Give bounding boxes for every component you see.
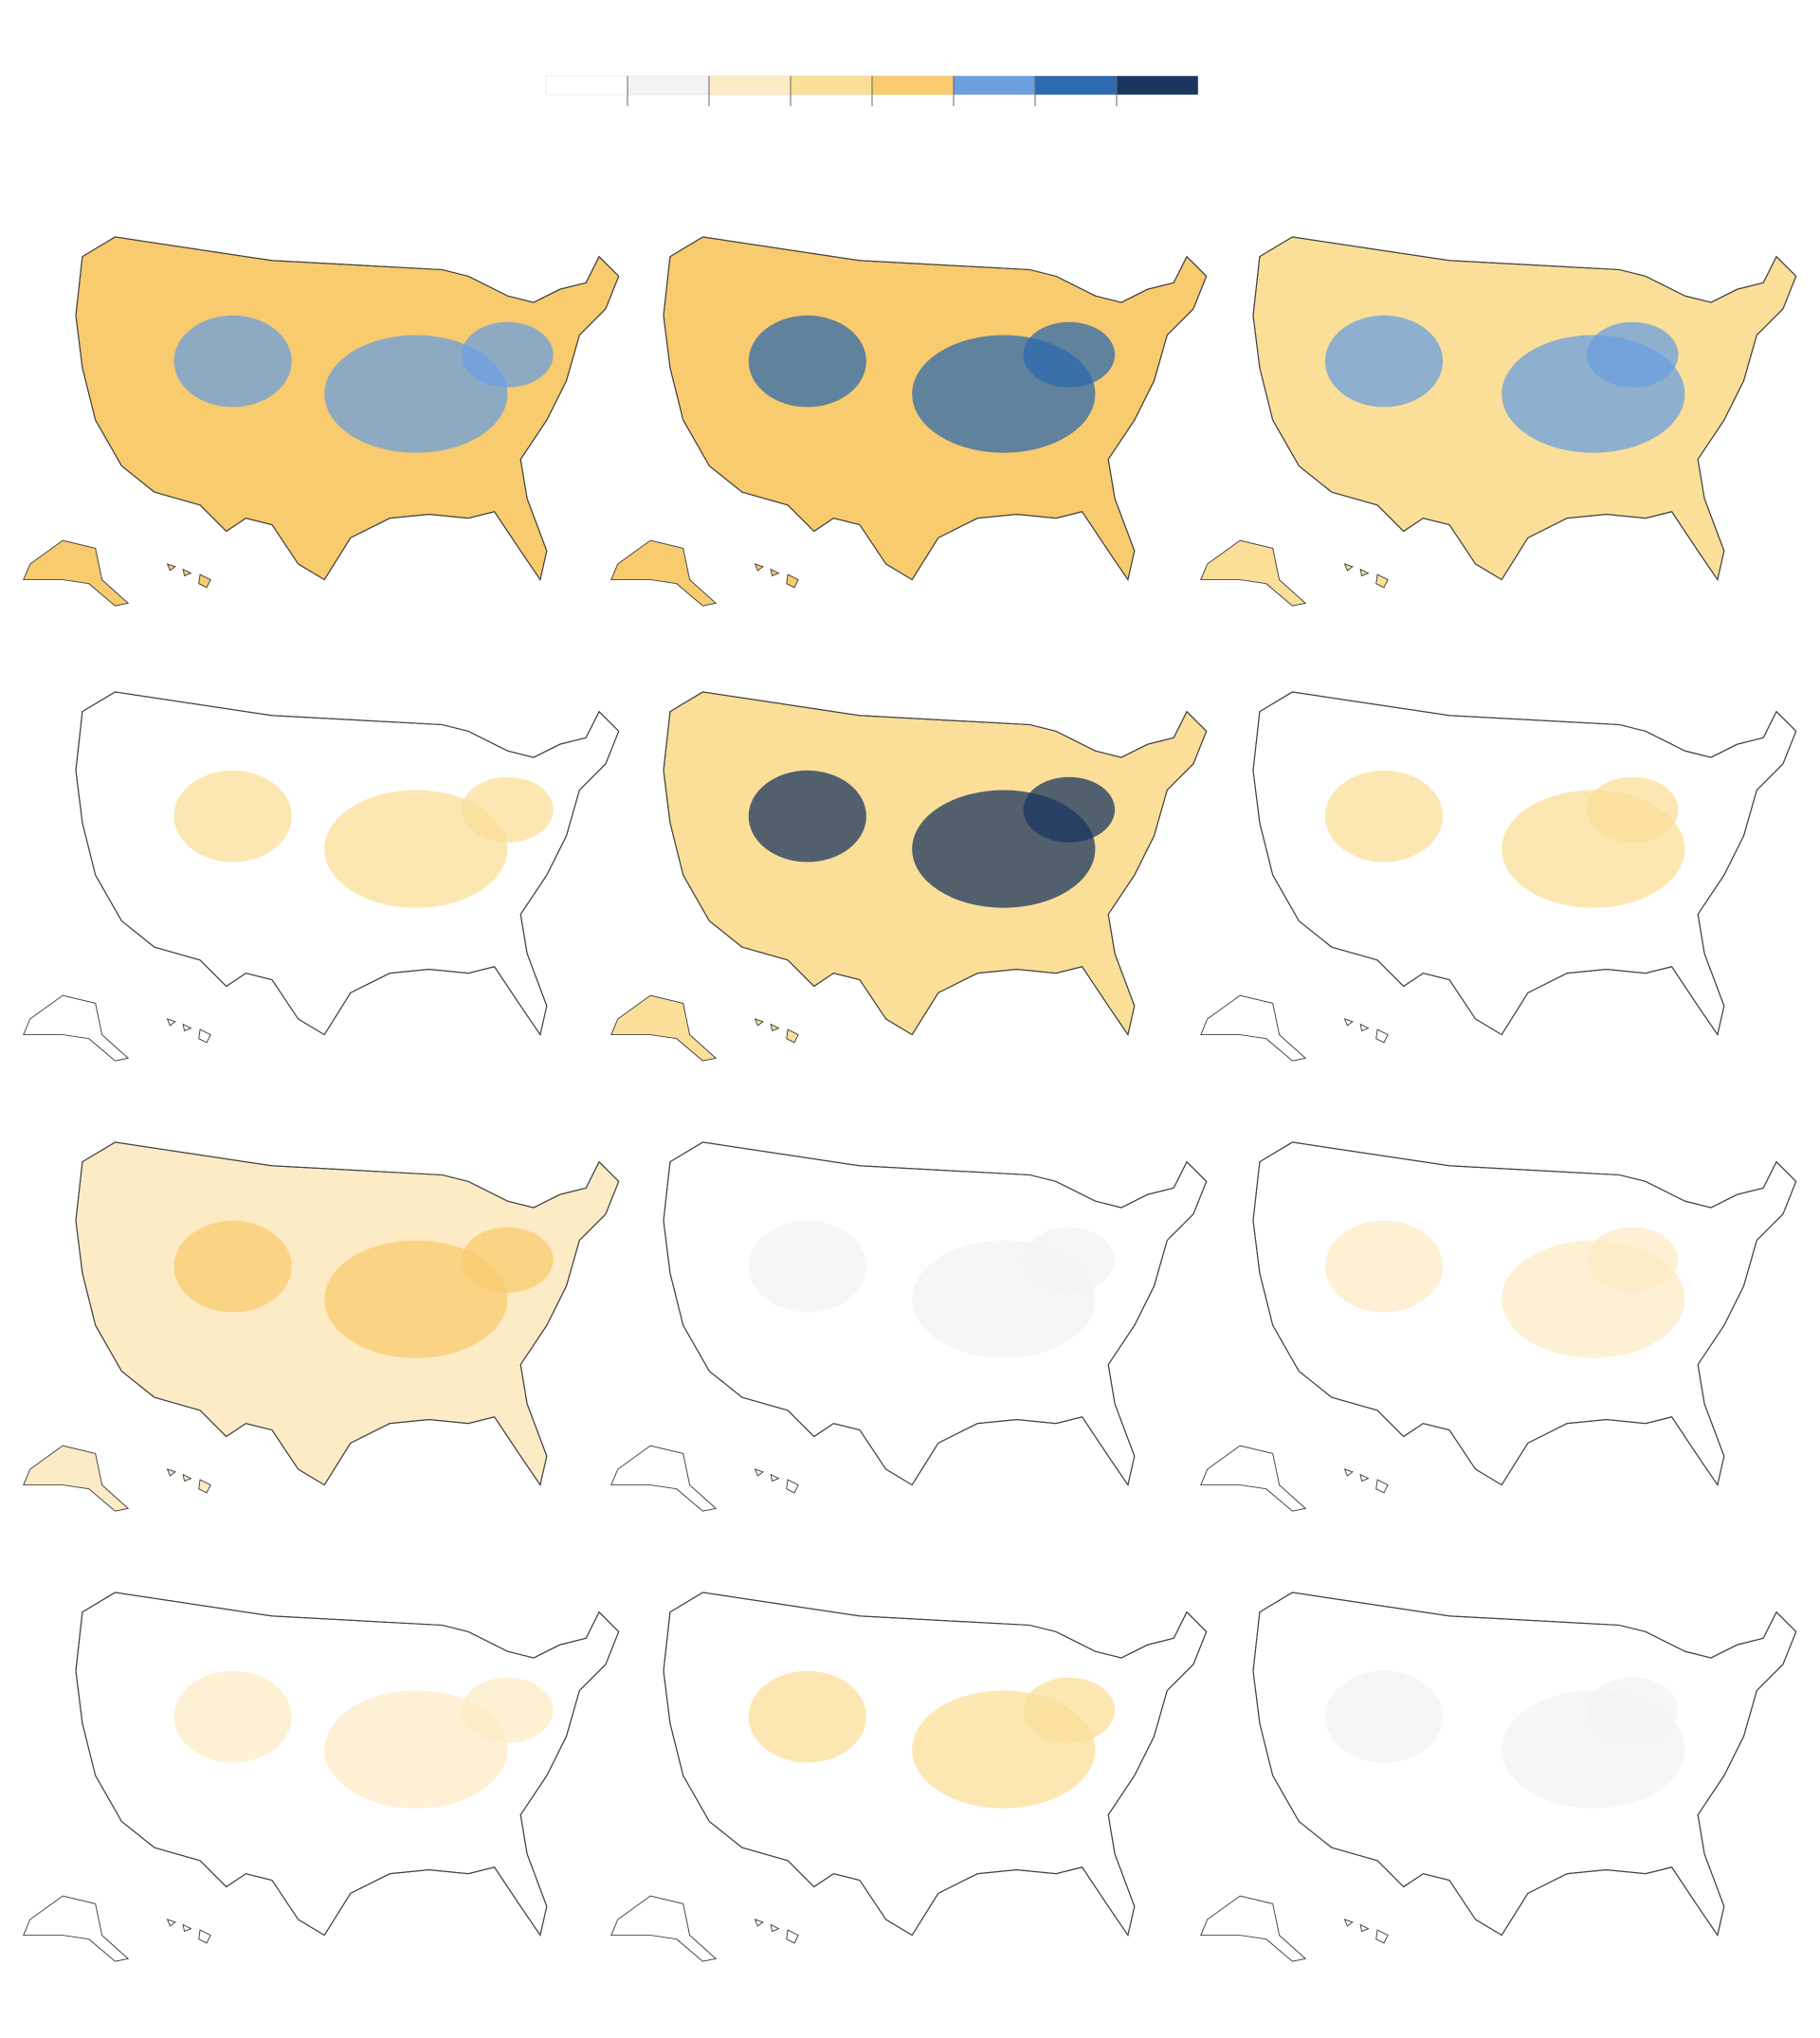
us-map bbox=[1200, 691, 1797, 1062]
alaska bbox=[23, 1895, 129, 1962]
region bbox=[462, 1677, 554, 1743]
region bbox=[748, 315, 866, 408]
alaska bbox=[1200, 1895, 1306, 1962]
alaska bbox=[1200, 994, 1306, 1062]
us-map bbox=[610, 1141, 1208, 1512]
legend-swatch bbox=[953, 75, 1036, 96]
alaska bbox=[1200, 1445, 1306, 1512]
region bbox=[1023, 1227, 1116, 1293]
legend bbox=[545, 75, 1199, 106]
legend-swatch bbox=[1116, 75, 1199, 96]
us-map bbox=[610, 691, 1208, 1062]
region bbox=[324, 1690, 508, 1809]
region bbox=[1586, 1677, 1679, 1743]
region bbox=[173, 1670, 292, 1763]
alaska bbox=[610, 539, 717, 607]
hawaii bbox=[166, 1919, 211, 1944]
legend-swatch bbox=[790, 75, 873, 96]
maps bbox=[23, 236, 1797, 1962]
region bbox=[462, 1227, 554, 1293]
region bbox=[1324, 770, 1444, 863]
region bbox=[1023, 776, 1116, 843]
legend-swatch bbox=[871, 75, 955, 96]
region bbox=[1023, 1677, 1116, 1743]
us-map bbox=[1200, 236, 1797, 607]
region bbox=[462, 321, 554, 388]
region bbox=[324, 790, 508, 908]
alaska bbox=[610, 994, 717, 1062]
alaska bbox=[23, 539, 129, 607]
hawaii bbox=[754, 563, 799, 589]
us-map bbox=[1200, 1592, 1797, 1962]
region bbox=[748, 1670, 866, 1763]
hawaii bbox=[166, 1018, 211, 1044]
us-map bbox=[1200, 1141, 1797, 1512]
region bbox=[1324, 1220, 1444, 1313]
us-map bbox=[23, 691, 620, 1062]
region bbox=[748, 770, 866, 863]
region bbox=[1324, 315, 1444, 408]
hawaii bbox=[166, 1468, 211, 1494]
region bbox=[1023, 321, 1116, 388]
region bbox=[324, 335, 508, 453]
region bbox=[173, 315, 292, 408]
hawaii bbox=[1343, 1468, 1389, 1494]
hawaii bbox=[166, 563, 211, 589]
us-map bbox=[23, 1141, 620, 1512]
legend-swatch bbox=[627, 75, 710, 96]
region bbox=[1586, 1227, 1679, 1293]
us-map bbox=[610, 236, 1208, 607]
alaska bbox=[610, 1445, 717, 1512]
legend-swatch bbox=[708, 75, 792, 96]
hawaii bbox=[754, 1018, 799, 1044]
hawaii bbox=[1343, 563, 1389, 589]
us-map bbox=[23, 236, 620, 607]
us-map bbox=[610, 1592, 1208, 1962]
alaska bbox=[23, 994, 129, 1062]
region bbox=[1586, 776, 1679, 843]
alaska bbox=[1200, 539, 1306, 607]
region bbox=[462, 776, 554, 843]
region bbox=[748, 1220, 866, 1313]
region bbox=[173, 1220, 292, 1313]
region bbox=[173, 770, 292, 863]
region bbox=[1586, 321, 1679, 388]
region bbox=[324, 1240, 508, 1358]
hawaii bbox=[1343, 1018, 1389, 1044]
us-map bbox=[23, 1592, 620, 1962]
hawaii bbox=[754, 1468, 799, 1494]
hawaii bbox=[754, 1919, 799, 1944]
legend-swatch bbox=[1034, 75, 1118, 96]
hawaii bbox=[1343, 1919, 1389, 1944]
alaska bbox=[610, 1895, 717, 1962]
legend-swatch bbox=[545, 75, 628, 96]
region bbox=[1324, 1670, 1444, 1763]
alaska bbox=[23, 1445, 129, 1512]
